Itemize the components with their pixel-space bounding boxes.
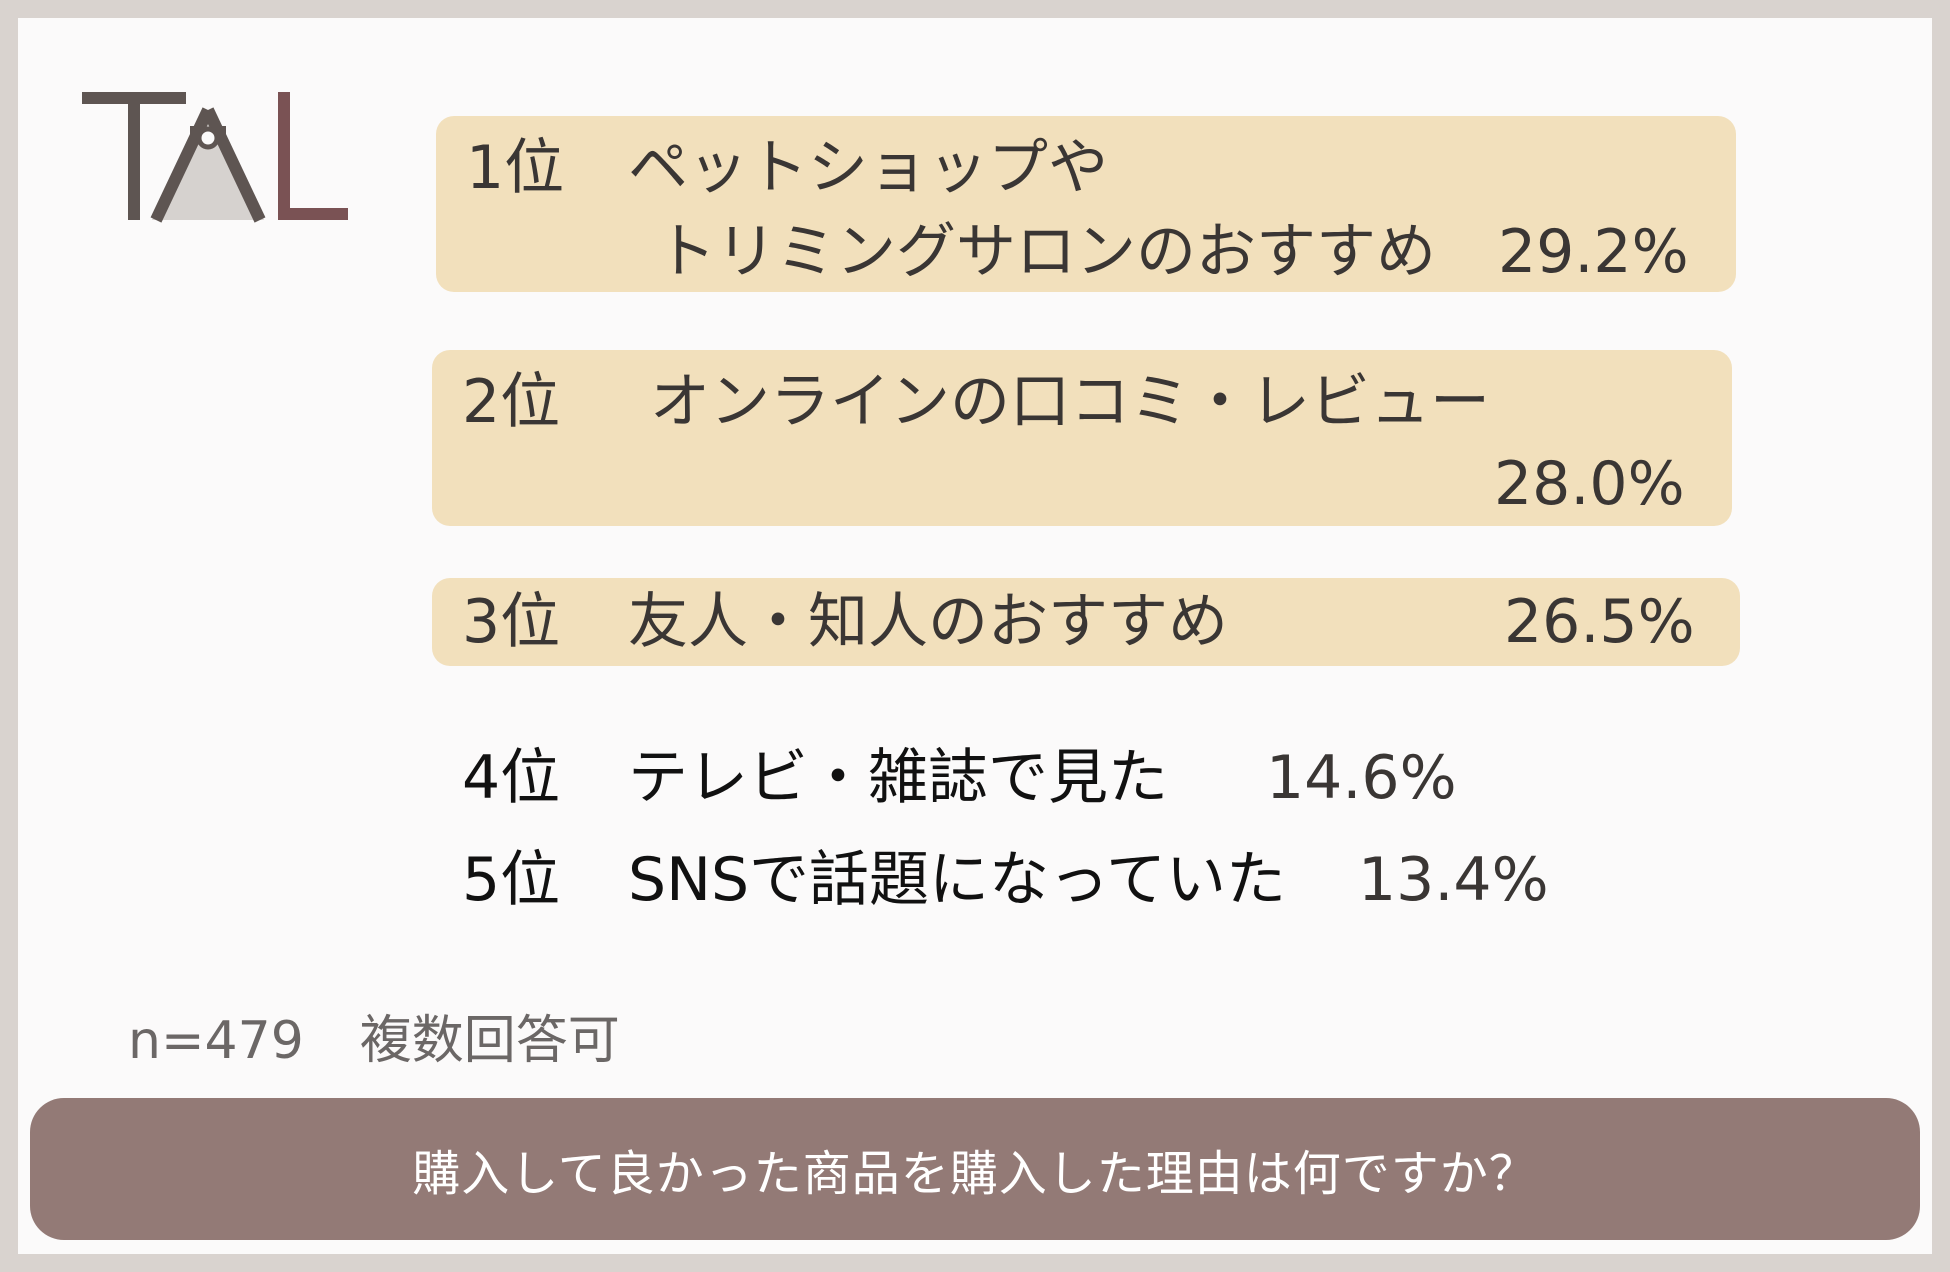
rank-5-rank: 5位 — [462, 845, 561, 915]
rank-3-label: 友人・知人のおすすめ — [628, 587, 1228, 657]
rank-4-value: 14.6% — [1266, 743, 1457, 813]
multiple-answers-note: 複数回答可 — [359, 1011, 620, 1071]
rank-1-box — [436, 116, 1736, 292]
sample-size: n=479 — [128, 1011, 304, 1071]
rank-3-rank: 3位 — [462, 587, 561, 657]
logo-t-stem — [128, 92, 140, 220]
rank-2-rank: 2位 — [462, 367, 561, 437]
rank-1-value: 29.2% — [1498, 217, 1689, 287]
logo-a-dot — [196, 126, 220, 150]
sample-note: n=479 複数回答可 — [128, 998, 620, 1073]
rank-1-label-line2: トリミングサロンのおすすめ — [656, 217, 1436, 287]
rank-1-label-line1: ペットショップや — [628, 133, 1108, 203]
rank-2-label: オンラインの口コミ・レビュー — [650, 367, 1490, 437]
rank-3-value: 26.5% — [1504, 587, 1695, 657]
question-text: 購入して良かった商品を購入した理由は何ですか？ — [412, 1146, 1538, 1202]
logo-l-bar — [278, 208, 348, 220]
rank-1-rank: 1位 — [466, 133, 565, 203]
tal-logo — [82, 92, 348, 223]
rank-3-box — [432, 578, 1740, 666]
rank-4-label: テレビ・雑誌で見た — [628, 743, 1168, 813]
rank-5-label: SNSで話題になっていた — [628, 845, 1287, 915]
rank-2-value: 28.0% — [1494, 449, 1685, 519]
chart-card: 1位 ペットショップや トリミングサロンのおすすめ 29.2% 2位 オンライン… — [18, 18, 1932, 1254]
logo-a-right — [202, 107, 266, 223]
rank-5-value: 13.4% — [1358, 845, 1549, 915]
rank-2-box — [432, 350, 1732, 526]
logo-l-stem — [278, 92, 290, 220]
logo-a-left — [150, 107, 214, 223]
rank-4-rank: 4位 — [462, 743, 561, 813]
logo-a-fill — [152, 110, 264, 220]
question-banner: 購入して良かった商品を購入した理由は何ですか？ — [30, 1098, 1920, 1240]
